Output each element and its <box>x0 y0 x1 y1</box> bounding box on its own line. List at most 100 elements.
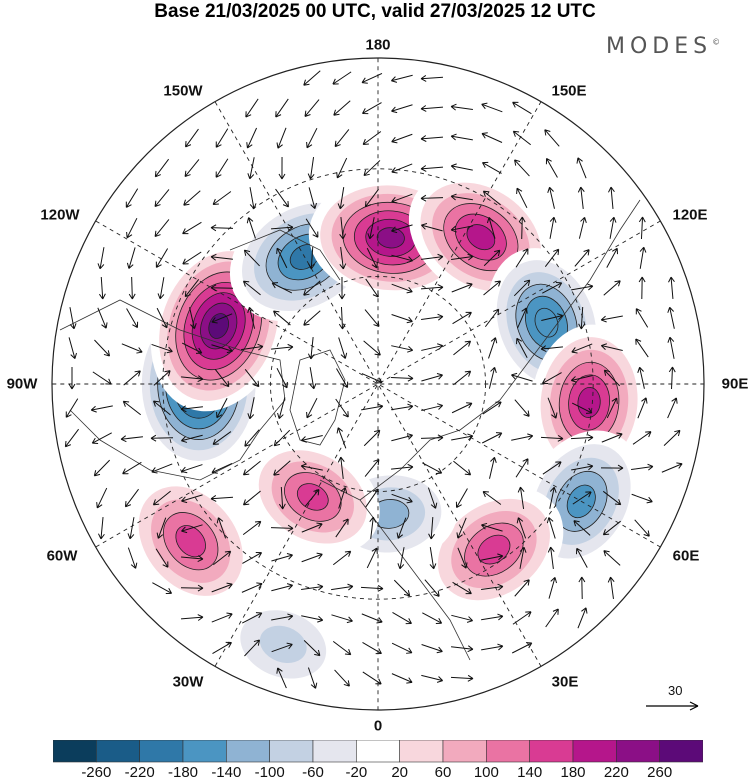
wind-arrow <box>98 276 106 300</box>
wind-arrow <box>391 463 414 471</box>
wind-arrow <box>68 366 76 390</box>
wind-arrow <box>391 493 413 504</box>
wind-arrow <box>211 612 233 623</box>
colorbar-tick-label: 60 <box>434 764 452 781</box>
wind-arrow <box>663 429 681 446</box>
colorbar-tick-label: -60 <box>302 764 324 781</box>
wind-arrow <box>92 371 112 385</box>
wind-arrow <box>180 405 203 413</box>
colorbar-tick-label: 140 <box>517 764 543 781</box>
wind-arrow <box>451 433 474 441</box>
wind-arrow <box>309 367 317 390</box>
wind-arrow <box>391 104 413 114</box>
colorbar-swatch <box>399 740 444 763</box>
wind-arrow <box>246 217 256 239</box>
wind-arrow <box>602 520 621 536</box>
wind-arrow <box>301 583 324 591</box>
colorbar-swatch <box>616 740 660 763</box>
wind-arrow <box>541 313 564 322</box>
wind-arrow <box>361 72 383 84</box>
wind-arrow <box>518 216 526 240</box>
wind-arrow <box>271 343 294 351</box>
wind-arrow <box>301 552 323 563</box>
wind-arrow <box>277 397 286 419</box>
wind-arrow <box>271 642 293 653</box>
wind-arrow <box>513 279 531 297</box>
colorbar-tick-label: -20 <box>345 764 368 781</box>
wind-arrow <box>483 249 501 267</box>
wind-arrow <box>450 225 473 233</box>
wind-arrow <box>451 282 473 293</box>
wind-arrow <box>577 607 588 629</box>
wind-arrow <box>246 127 258 149</box>
wind-arrow <box>391 673 413 684</box>
wind-arrow <box>428 516 435 540</box>
wind-arrow <box>638 276 646 300</box>
wind-arrow <box>241 582 263 593</box>
wind-arrow <box>514 579 530 597</box>
wind-arrow <box>390 74 413 83</box>
wind-arrow <box>548 577 558 599</box>
wind-arrow <box>391 133 413 144</box>
wind-arrow <box>571 402 593 414</box>
wind-arrow <box>153 400 171 416</box>
wind-arrow <box>154 189 170 207</box>
wind-arrow <box>453 370 472 386</box>
wind-arrow <box>181 434 203 443</box>
wind-arrow <box>242 551 263 564</box>
colorbar-swatch <box>356 740 400 763</box>
wind-arrow <box>332 550 352 566</box>
wind-arrow <box>308 246 315 270</box>
wind-arrow <box>364 458 380 477</box>
wind-arrow <box>126 308 139 328</box>
graticule <box>52 58 704 710</box>
wind-arrow <box>338 276 346 300</box>
map-title: Base 21/03/2025 00 UTC, valid 27/03/2025… <box>154 1 596 22</box>
wind-arrow <box>450 193 473 201</box>
wind-arrow <box>516 337 528 358</box>
wind-arrow <box>303 280 321 296</box>
wind-arrow <box>514 399 530 417</box>
wind-arrow <box>391 193 413 204</box>
wind-arrow <box>544 129 560 147</box>
wind-arrow <box>212 550 232 566</box>
wind-arrow <box>303 310 321 326</box>
wind-arrow <box>545 608 559 628</box>
wind-arrow <box>484 308 500 328</box>
wind-arrow <box>392 612 412 625</box>
wind-arrow <box>334 129 350 148</box>
wind-arrow <box>482 161 502 174</box>
wind-arrow <box>661 462 683 473</box>
wind-arrow <box>572 491 592 505</box>
wind-arrow <box>638 216 646 240</box>
wind-arrow <box>182 221 202 235</box>
wind-arrow <box>422 462 443 474</box>
wind-arrow <box>573 520 591 536</box>
wind-arrow <box>305 218 319 238</box>
wind-arrow <box>336 157 348 179</box>
wind-arrow <box>189 307 197 330</box>
wind-arrow <box>156 517 167 539</box>
brand-logo: MODES© <box>606 34 720 59</box>
wind-arrow <box>606 247 618 268</box>
eurasia-coast <box>319 199 641 501</box>
wind-arrow <box>453 460 472 476</box>
wind-arrow <box>420 105 444 112</box>
meridian-line <box>206 87 550 681</box>
wind-arrow <box>421 674 444 683</box>
wind-arrow <box>547 397 558 419</box>
wind-arrow <box>481 583 504 591</box>
wind-arrow <box>451 253 474 261</box>
wind-arrow <box>634 519 650 537</box>
alaska-coast <box>229 229 341 281</box>
lon-label-30e: 30E <box>551 673 579 691</box>
wind-arrow <box>667 336 675 359</box>
latitude-circle <box>162 168 594 600</box>
wind-arrow <box>577 186 585 209</box>
wind-arrow <box>121 343 143 354</box>
wind-arrow <box>243 249 260 267</box>
wind-arrow <box>364 309 380 327</box>
wind-arrow <box>211 582 233 593</box>
wind-arrow <box>94 339 111 357</box>
wind-arrow <box>210 495 234 502</box>
